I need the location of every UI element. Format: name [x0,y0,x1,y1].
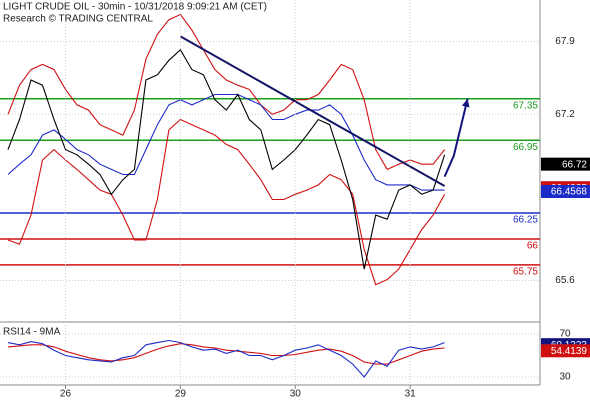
y-tick-label: 67.9 [555,36,575,47]
chart-title: LIGHT CRUDE OIL - 30min - 10/31/2018 9:0… [3,2,267,13]
x-tick-label: 31 [405,389,417,400]
series-line [7,343,445,365]
series-line [7,339,445,378]
arrow-head [461,98,470,108]
value-pill-label: 54.4139 [551,346,588,357]
value-pill [541,185,590,199]
x-tick-label: 30 [290,389,302,400]
series-line [7,118,446,286]
chart-subtitle: Research © TRADING CENTRAL [3,14,153,25]
level-label: 65.75 [513,267,538,278]
y-tick-label: 70 [559,329,571,340]
level-label: 67.35 [513,100,538,111]
level-label: 66.95 [513,142,538,153]
y-tick-label: 65.6 [555,275,575,286]
value-pill [541,344,590,358]
x-tick-label: 26 [60,389,72,400]
value-pill [541,157,590,171]
x-tick-label: 29 [175,389,187,400]
y-tick-label: 30 [559,372,571,383]
trendline [179,35,446,187]
value-pill-label: 66.4568 [551,187,588,198]
y-tick-label: 67.2 [555,109,575,120]
series-line [7,93,445,191]
series-line [7,13,446,171]
panel-title: RSI14 - 9MA [3,327,61,338]
level-label: 66.25 [513,215,538,226]
value-pill-label: 66.72 [562,159,587,170]
level-label: 66 [527,241,539,252]
projection [443,98,469,178]
series-line [7,49,446,270]
